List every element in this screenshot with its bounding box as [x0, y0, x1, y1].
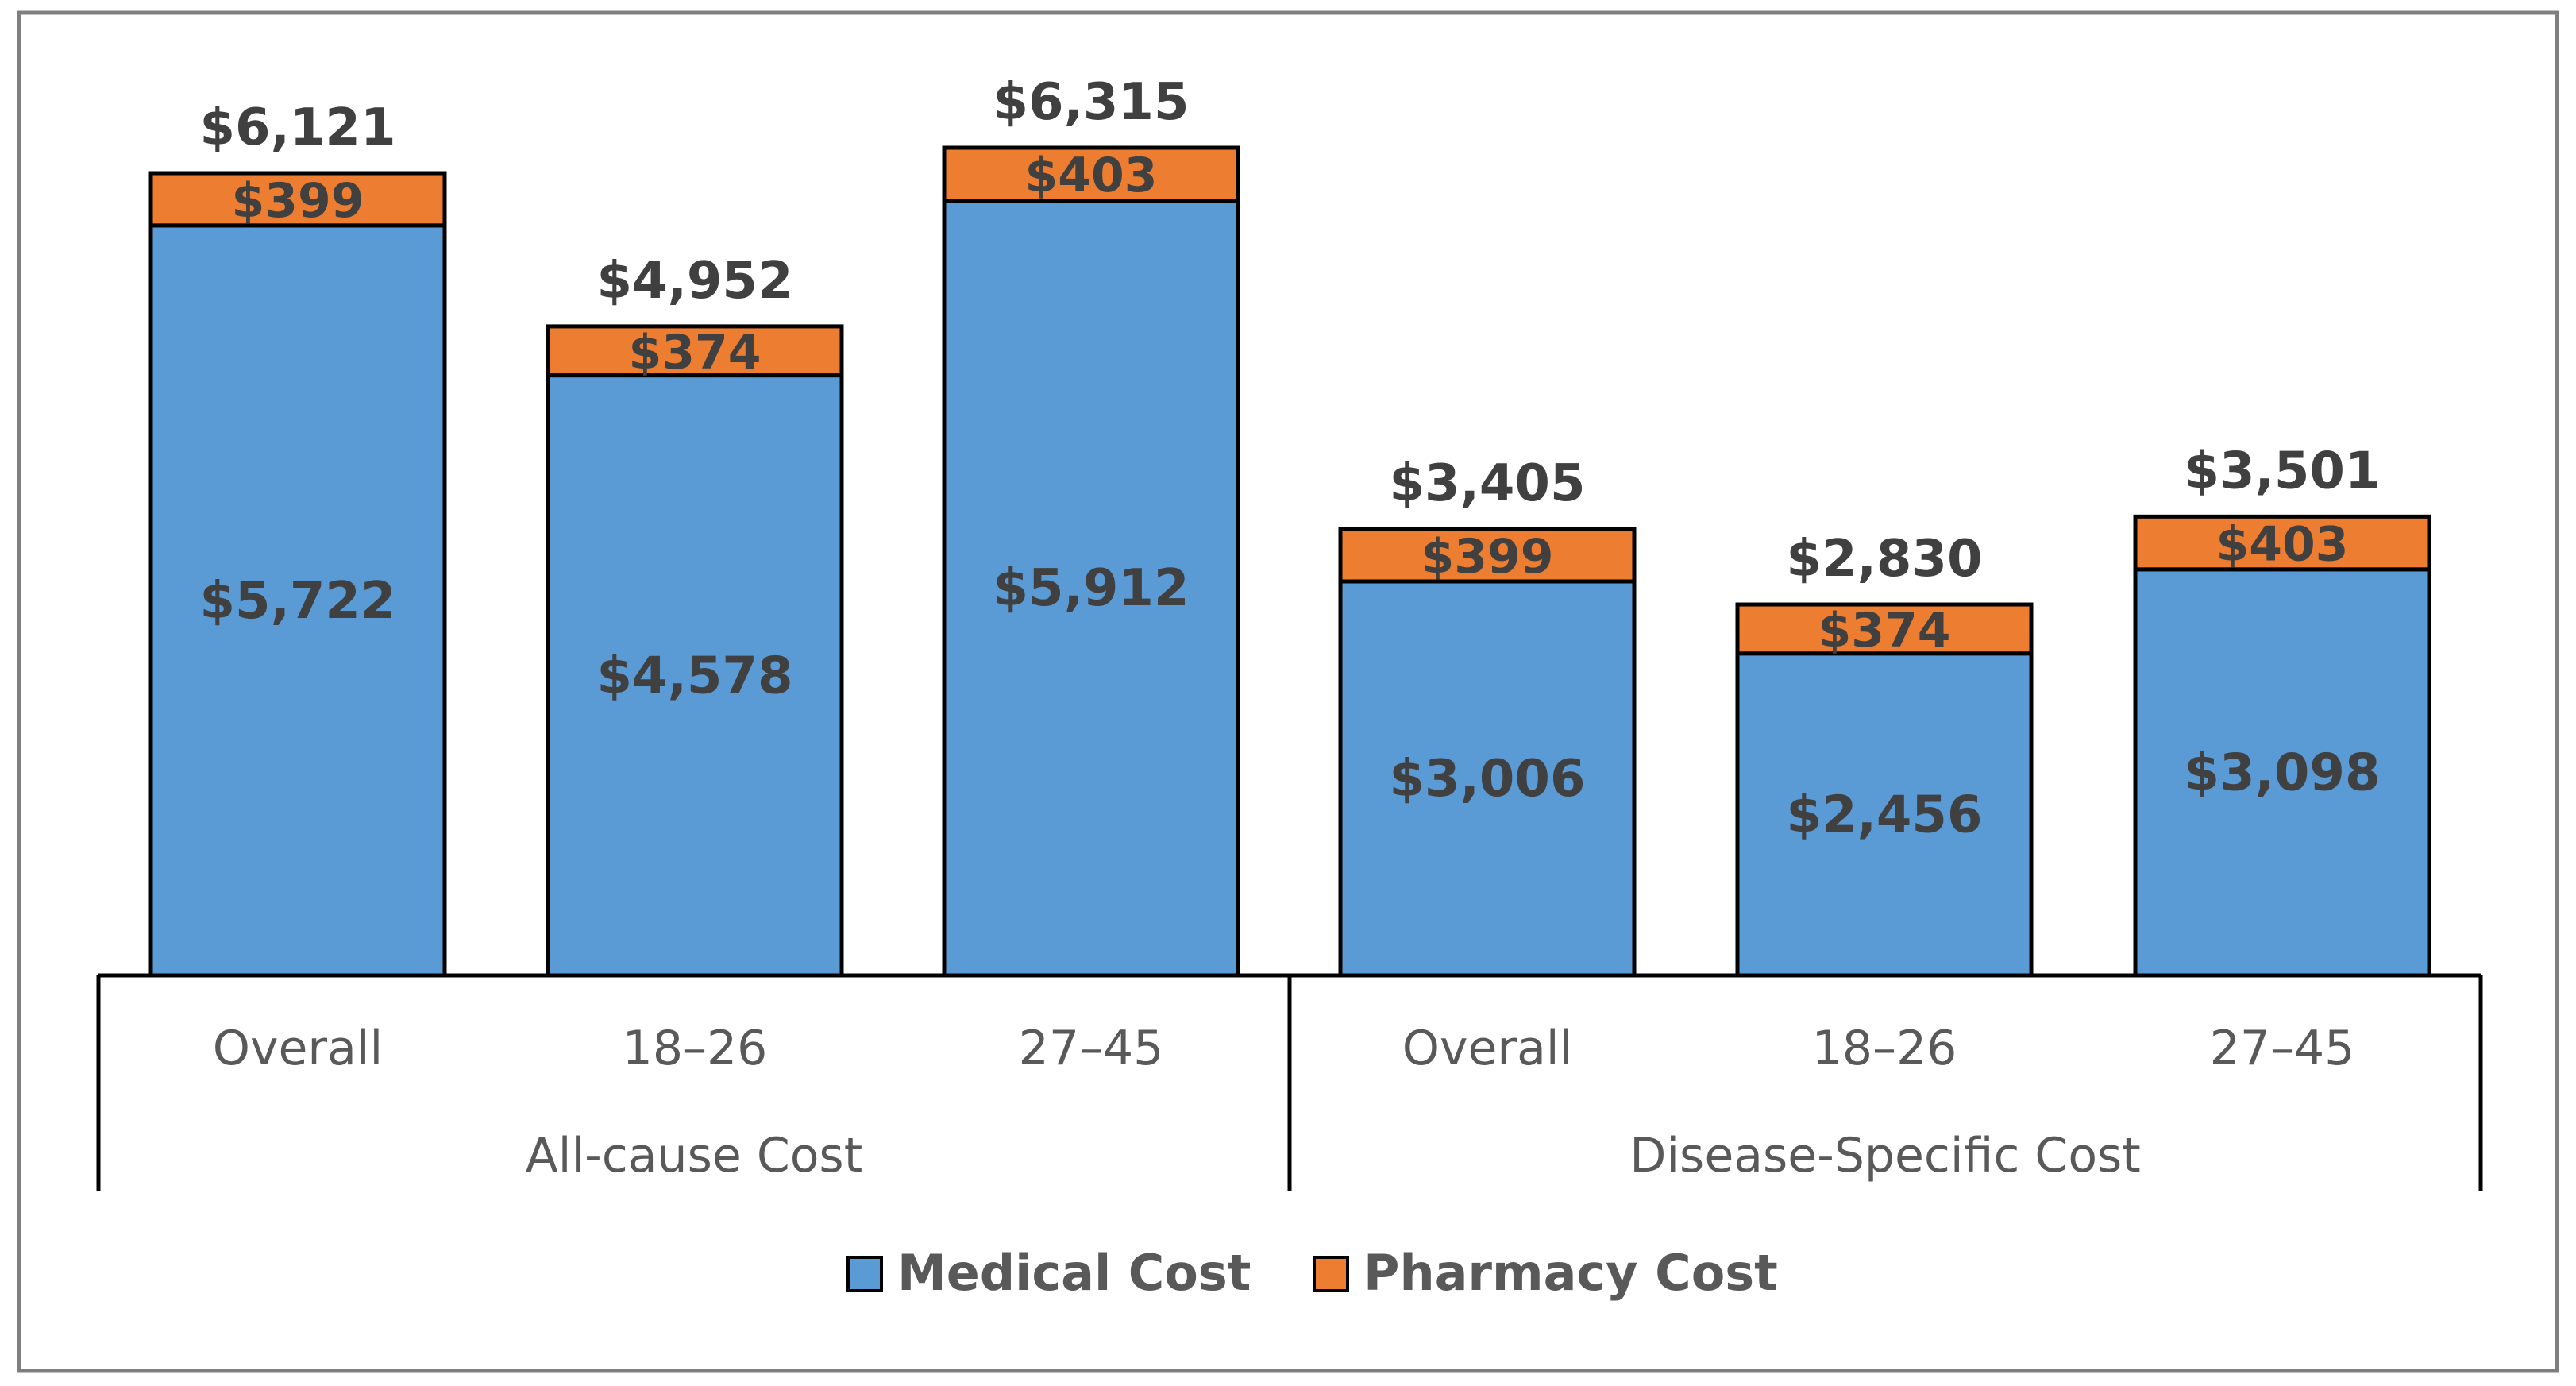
data-label-total: $3,501 [2185, 442, 2381, 500]
legend-swatch [846, 1256, 883, 1292]
tick-label: 27–45 [2210, 1021, 2355, 1076]
data-label-pharmacy: $374 [1818, 603, 1951, 658]
data-label-medical: $3,006 [1390, 750, 1586, 809]
data-label-pharmacy: $403 [2216, 517, 2349, 573]
data-label-pharmacy: $374 [629, 325, 762, 380]
tick-label: Overall [1402, 1021, 1572, 1076]
data-label-medical: $5,722 [200, 572, 396, 631]
legend-label: Medical Cost [897, 1244, 1251, 1302]
tick-label: 18–26 [623, 1021, 768, 1076]
bar-medical-cost [1338, 579, 1637, 978]
group-label: All-cause Cost [526, 1128, 862, 1183]
bar-medical-cost [148, 223, 447, 978]
legend-label: Pharmacy Cost [1363, 1244, 1778, 1302]
tick-label: Overall [213, 1021, 383, 1076]
legend-swatch [1313, 1256, 1349, 1292]
tick-label: 18–26 [1812, 1021, 1957, 1076]
data-label-total: $6,121 [200, 98, 396, 157]
data-label-total: $3,405 [1390, 454, 1586, 513]
bar-medical-cost [1735, 651, 2034, 978]
data-label-medical: $5,912 [993, 559, 1190, 618]
data-label-pharmacy: $403 [1025, 148, 1158, 203]
data-label-total: $6,315 [993, 73, 1190, 132]
data-label-total: $2,830 [1787, 530, 1983, 589]
data-label-pharmacy: $399 [232, 173, 364, 229]
data-label-medical: $3,098 [2185, 743, 2381, 802]
tick-label: 27–45 [1019, 1021, 1164, 1076]
data-label-pharmacy: $399 [1421, 529, 1554, 585]
bar-medical-cost [2133, 567, 2431, 978]
data-label-total: $4,952 [597, 252, 793, 311]
bar-medical-cost [942, 198, 1240, 978]
bar-pharmacy-cost [546, 324, 844, 378]
legend: Medical Cost Pharmacy Cost [846, 1244, 1778, 1302]
category-axis: Overall 18–26 27–45 All-cause Cost Overall 18… [96, 973, 2483, 1191]
bar-pharmacy-cost [1338, 527, 1637, 584]
bar-pharmacy-cost [148, 171, 447, 228]
bar-pharmacy-cost [942, 145, 1240, 203]
group-label: Disease-Specific Cost [1629, 1128, 2141, 1183]
bars-layer: $5,722 $399 $6,121 $4,578 $374 $4,952 $5,912 $4… [148, 73, 2431, 978]
bar-pharmacy-cost [2133, 514, 2431, 572]
bar-pharmacy-cost [1735, 602, 2034, 656]
data-label-medical: $2,456 [1787, 786, 1983, 844]
data-label-medical: $4,578 [597, 647, 793, 705]
